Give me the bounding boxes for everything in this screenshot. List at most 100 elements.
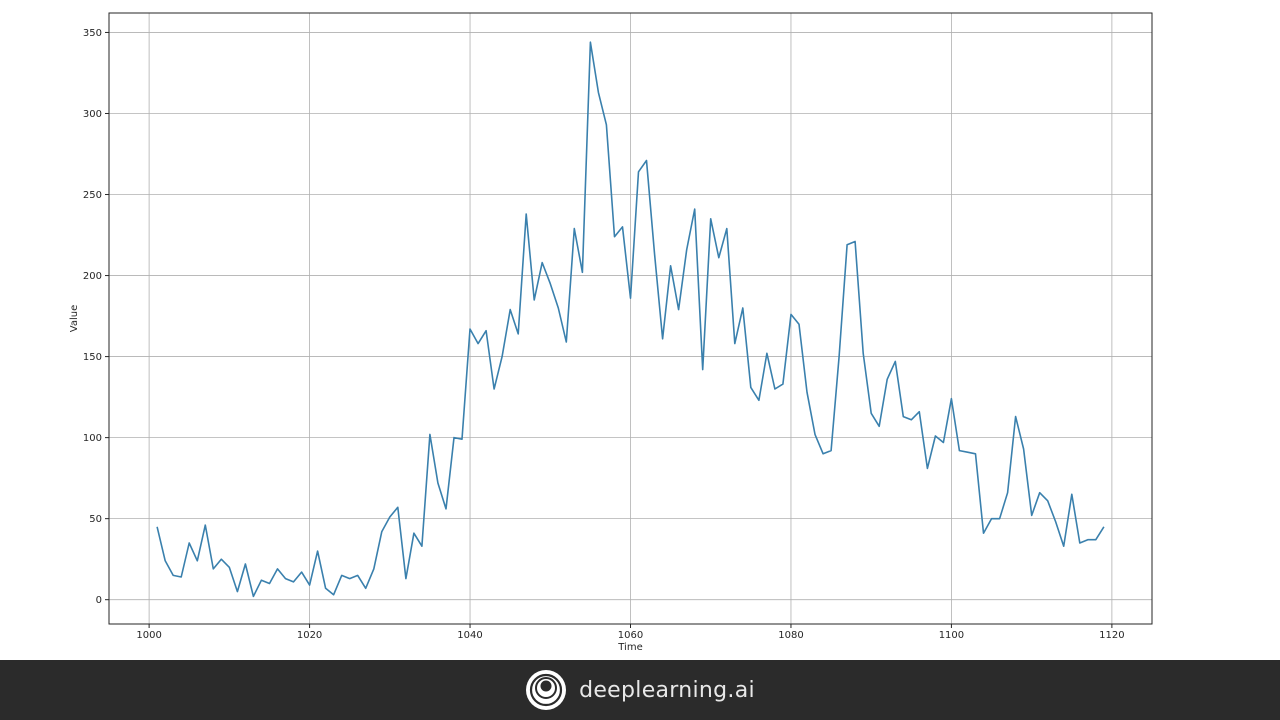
data-point xyxy=(1047,500,1049,502)
x-tick-label: 1020 xyxy=(297,630,322,641)
data-point xyxy=(308,584,310,586)
x-axis-label: Time xyxy=(617,642,642,653)
x-tick-label: 1100 xyxy=(939,630,964,641)
data-point xyxy=(453,436,455,438)
y-tick-label: 100 xyxy=(83,433,102,444)
data-point xyxy=(726,227,728,229)
data-point xyxy=(629,297,631,299)
data-point xyxy=(517,333,519,335)
data-point xyxy=(974,453,976,455)
data-point xyxy=(806,391,808,393)
x-tick-label: 1040 xyxy=(457,630,482,641)
data-point xyxy=(252,595,254,597)
data-point xyxy=(846,244,848,246)
data-point xyxy=(429,433,431,435)
data-point xyxy=(718,257,720,259)
data-point xyxy=(605,124,607,126)
data-point xyxy=(886,378,888,380)
data-point xyxy=(750,386,752,388)
data-point xyxy=(934,435,936,437)
data-point xyxy=(381,530,383,532)
data-point xyxy=(485,330,487,332)
data-point xyxy=(1006,492,1008,494)
data-point xyxy=(758,399,760,401)
y-tick-label: 350 xyxy=(83,28,102,39)
data-point xyxy=(220,558,222,560)
data-point xyxy=(894,360,896,362)
data-point xyxy=(653,253,655,255)
data-point xyxy=(677,308,679,310)
data-point xyxy=(389,516,391,518)
data-point xyxy=(734,342,736,344)
data-point xyxy=(1055,521,1057,523)
series-line xyxy=(156,41,1105,598)
data-point xyxy=(445,508,447,510)
data-point xyxy=(284,577,286,579)
data-point xyxy=(565,341,567,343)
data-point xyxy=(573,227,575,229)
footer-bar: deeplearning.ai xyxy=(0,660,1280,720)
data-point xyxy=(228,566,230,568)
y-tick-label: 0 xyxy=(96,595,102,606)
x-tick-label: 1080 xyxy=(778,630,803,641)
data-point xyxy=(694,208,696,210)
data-point xyxy=(774,388,776,390)
data-point xyxy=(541,261,543,263)
y-tick-label: 150 xyxy=(83,352,102,363)
data-point xyxy=(645,159,647,161)
data-point xyxy=(870,412,872,414)
data-point xyxy=(469,328,471,330)
data-point xyxy=(838,355,840,357)
data-point xyxy=(950,398,952,400)
data-point xyxy=(461,438,463,440)
data-point xyxy=(854,240,856,242)
data-point xyxy=(349,577,351,579)
data-point xyxy=(268,582,270,584)
y-tick-label: 250 xyxy=(83,190,102,201)
data-point xyxy=(188,542,190,544)
data-point xyxy=(204,524,206,526)
data-point xyxy=(397,506,399,508)
data-point xyxy=(180,576,182,578)
x-tick-label: 1060 xyxy=(618,630,643,641)
data-point xyxy=(1022,448,1024,450)
data-point xyxy=(661,338,663,340)
data-point xyxy=(477,342,479,344)
data-point xyxy=(966,451,968,453)
data-point xyxy=(533,299,535,301)
data-point xyxy=(413,532,415,534)
data-point xyxy=(1103,526,1105,528)
data-point xyxy=(493,388,495,390)
data-point xyxy=(902,415,904,417)
data-point xyxy=(501,355,503,357)
data-point xyxy=(557,307,559,309)
x-tick-label: 1120 xyxy=(1099,630,1124,641)
data-point xyxy=(1087,539,1089,541)
data-point xyxy=(637,171,639,173)
data-point xyxy=(357,574,359,576)
data-point xyxy=(798,323,800,325)
data-point xyxy=(613,236,615,238)
line-chart: 1000 1020 1040 1060 1080 1100 1120 0 50 100 150 200… xyxy=(69,12,1153,653)
deeplearning-logo-icon xyxy=(526,670,567,710)
data-point xyxy=(982,532,984,534)
data-point xyxy=(589,41,591,43)
data-point xyxy=(1071,493,1073,495)
data-point xyxy=(276,568,278,570)
data-point xyxy=(958,449,960,451)
data-point xyxy=(942,441,944,443)
data-point xyxy=(164,560,166,562)
data-point xyxy=(782,383,784,385)
data-point xyxy=(373,568,375,570)
data-point xyxy=(421,545,423,547)
chart-svg: 1000 1020 1040 1060 1080 1100 1120 0 50 100 150 200… xyxy=(69,12,1153,653)
data-point xyxy=(509,308,511,310)
y-tick-label: 300 xyxy=(83,109,102,120)
data-point xyxy=(196,560,198,562)
data-point xyxy=(244,563,246,565)
data-point xyxy=(300,571,302,573)
data-point xyxy=(766,352,768,354)
data-point xyxy=(236,590,238,592)
data-point xyxy=(621,226,623,228)
x-tick-label: 1000 xyxy=(136,630,161,641)
